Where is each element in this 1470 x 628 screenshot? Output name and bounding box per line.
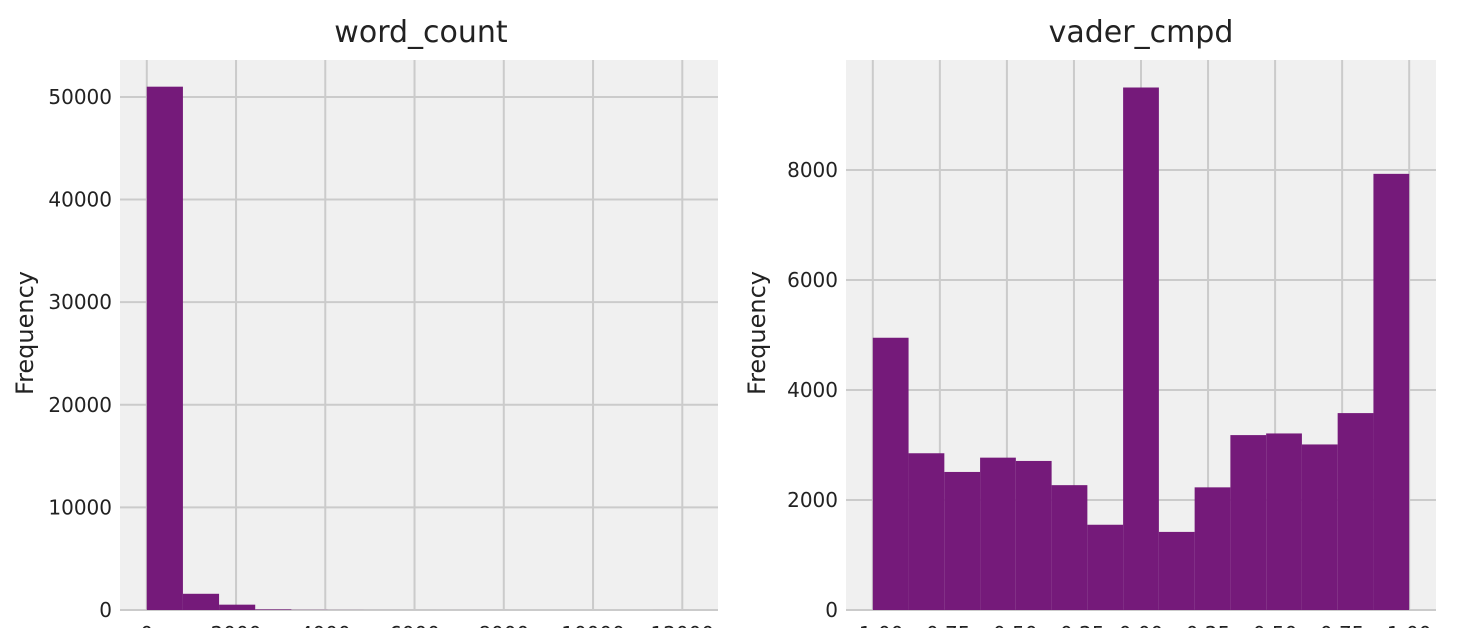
vader-cmpd-x-tick-label-8: 1.00	[1387, 622, 1432, 628]
vader-cmpd-x-tick-label-1: −0.75	[909, 622, 970, 628]
vader-cmpd-histogram-panel: vader_cmpd Frequency −1.00 −0.75 −0.50 −0.2…	[743, 15, 1436, 628]
word-count-plot-area	[120, 60, 718, 610]
word-count-bar-0	[146, 86, 183, 611]
vader-cmpd-y-tick-label-1: 2000	[787, 488, 838, 512]
word-count-x-tick-label-2: 4000	[300, 622, 351, 628]
vader-cmpd-x-tick-label-2: −0.50	[976, 622, 1037, 628]
vader-cmpd-y-axis-label: Frequency	[743, 271, 771, 395]
word-count-y-tick-label-2: 20000	[48, 393, 112, 417]
vader-cmpd-bar-11	[1266, 433, 1302, 610]
word-count-y-tick-label-1: 10000	[48, 495, 112, 519]
vader-cmpd-y-tick-label-3: 6000	[787, 268, 838, 292]
vader-cmpd-bar-14	[1373, 173, 1410, 610]
vader-cmpd-x-tick-label-7: 0.75	[1320, 622, 1365, 628]
word-count-bar-2	[219, 604, 256, 610]
vader-cmpd-bar-13	[1337, 413, 1374, 610]
vader-cmpd-x-tick-label-6: 0.50	[1253, 622, 1298, 628]
vader-cmpd-bar-8	[1158, 531, 1195, 610]
vader-cmpd-bar-5	[1051, 485, 1088, 610]
vader-cmpd-bar-3	[980, 457, 1016, 610]
word-count-chart-title: word_count	[334, 15, 508, 50]
vader-cmpd-bar-1	[908, 453, 945, 610]
word-count-y-tick-label-3: 30000	[48, 290, 112, 314]
vader-cmpd-x-tick-label-0: −1.00	[842, 622, 903, 628]
word-count-x-tick-label-1: 2000	[211, 622, 262, 628]
vader-cmpd-bar-4	[1015, 460, 1052, 610]
vader-cmpd-bar-12	[1301, 444, 1338, 610]
vader-cmpd-chart-title: vader_cmpd	[1049, 15, 1234, 50]
vader-cmpd-x-tick-label-3: −0.25	[1043, 622, 1104, 628]
word-count-x-tick-label-4: 8000	[478, 622, 529, 628]
vader-cmpd-bar-10	[1230, 435, 1267, 610]
vader-cmpd-bar-0	[872, 337, 909, 610]
vader-cmpd-y-tick-label-0: 0	[825, 598, 838, 622]
vader-cmpd-bar-6	[1087, 524, 1124, 610]
word-count-bar-1	[182, 593, 220, 610]
vader-cmpd-bar-2	[944, 471, 981, 610]
vader-cmpd-x-tick-label-5: 0.25	[1186, 622, 1231, 628]
word-count-histogram-panel: word_count Frequency 0 2000 4000 6000 8000 10…	[11, 15, 718, 628]
word-count-y-axis-label: Frequency	[11, 271, 39, 395]
word-count-y-tick-label-4: 40000	[48, 188, 112, 212]
word-count-x-tick-label-6: 12000	[650, 622, 714, 628]
vader-cmpd-y-tick-label-2: 4000	[787, 378, 838, 402]
vader-cmpd-x-tick-label-4: 0.00	[1119, 622, 1164, 628]
word-count-y-tick-label-0: 0	[99, 598, 112, 622]
word-count-y-tick-label-5: 50000	[48, 85, 112, 109]
vader-cmpd-y-tick-label-4: 8000	[787, 158, 838, 182]
word-count-x-tick-label-3: 6000	[389, 622, 440, 628]
word-count-bar-3	[255, 609, 292, 610]
vader-cmpd-bar-9	[1194, 487, 1231, 610]
vader-cmpd-bar-7	[1123, 87, 1159, 610]
word-count-x-tick-label-0: 0	[140, 622, 153, 628]
word-count-x-tick-label-5: 10000	[561, 622, 625, 628]
